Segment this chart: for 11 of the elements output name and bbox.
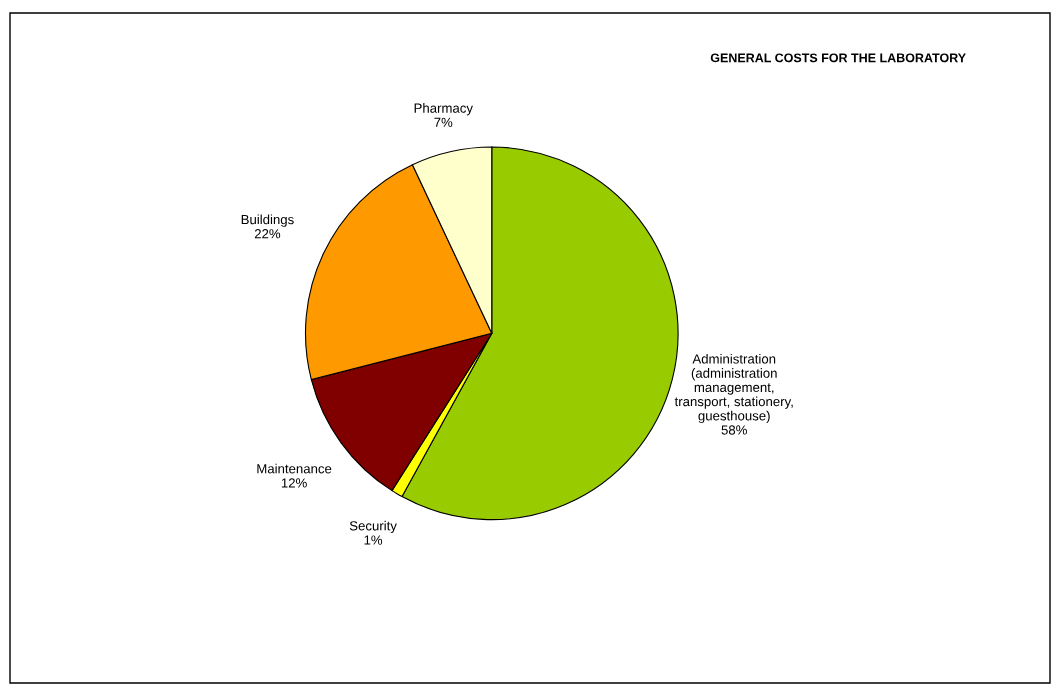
slice-label: Maintenance: [257, 463, 332, 474]
slice-label: Security: [349, 520, 397, 534]
text: GENERAL COSTS FOR THE LABORATORY: [710, 53, 966, 63]
data-label: 12%: [281, 478, 307, 488]
slice-label: Pharmacy: [414, 103, 473, 116]
data-label: 58%: [721, 425, 747, 435]
data-label: 22%: [254, 229, 281, 239]
data-label: 7%: [434, 117, 453, 127]
data-label: 1%: [364, 535, 383, 545]
slice-label: Administration (administration management, transport, stationery, guesthouse): [674, 353, 793, 424]
slice-label: Buildings: [241, 214, 294, 227]
